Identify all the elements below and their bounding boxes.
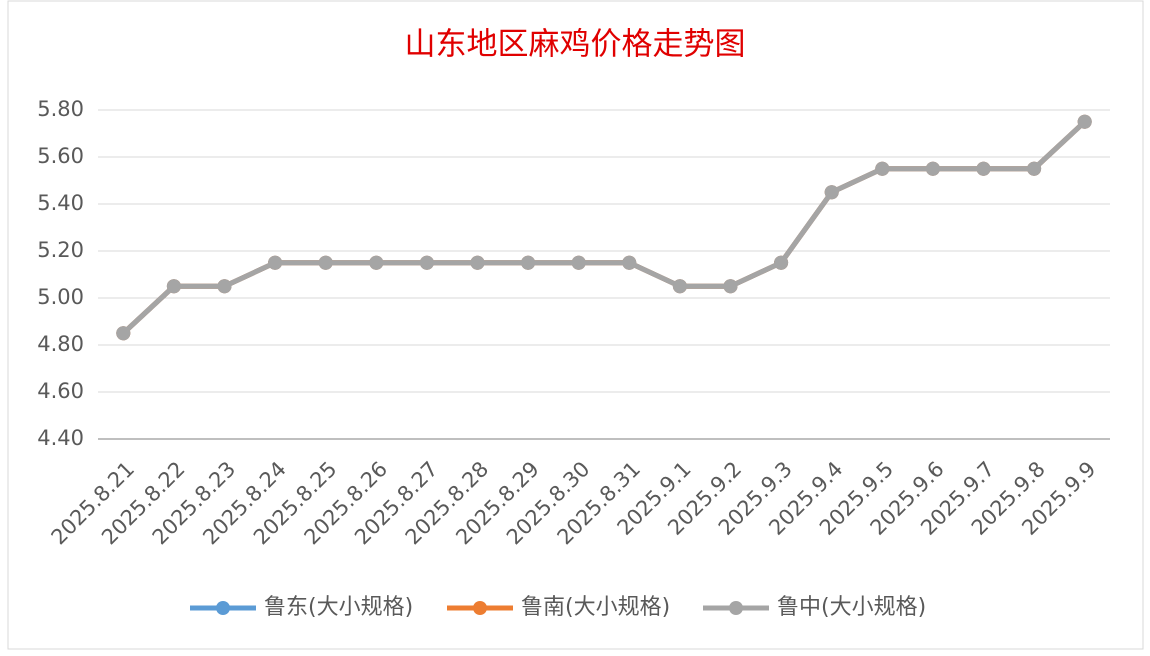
y-tick-label: 5.80 [37, 97, 84, 121]
chart-area [7, 0, 1144, 650]
point [723, 279, 738, 294]
y-tick-label: 5.60 [37, 144, 84, 168]
point [824, 185, 839, 200]
point [116, 326, 131, 341]
chart-title: 山东地区麻鸡价格走势图 [405, 27, 746, 63]
point [1077, 114, 1092, 129]
legend-label: 鲁南(大小规格) [521, 595, 670, 620]
legend-marker [216, 601, 230, 615]
point [217, 279, 232, 294]
point [419, 255, 434, 270]
point [925, 161, 940, 176]
point [521, 255, 536, 270]
y-tick-label: 5.20 [37, 238, 84, 262]
point [268, 255, 283, 270]
series-line [121, 119, 1087, 336]
y-tick-label: 5.40 [37, 191, 84, 215]
y-tick-label: 4.40 [37, 426, 84, 450]
point [1027, 161, 1042, 176]
point [318, 255, 333, 270]
point [672, 279, 687, 294]
point [166, 279, 181, 294]
point [470, 255, 485, 270]
point [976, 161, 991, 176]
legend-label: 鲁中(大小规格) [777, 595, 926, 620]
legend-marker [729, 601, 743, 615]
point [774, 255, 789, 270]
y-tick-label: 5.00 [37, 285, 84, 309]
y-tick-label: 4.80 [37, 332, 84, 356]
point [571, 255, 586, 270]
point [622, 255, 637, 270]
point [369, 255, 384, 270]
legend-label: 鲁东(大小规格) [264, 595, 413, 620]
legend-marker [473, 601, 487, 615]
y-tick-label: 4.60 [37, 379, 84, 403]
point [875, 161, 890, 176]
